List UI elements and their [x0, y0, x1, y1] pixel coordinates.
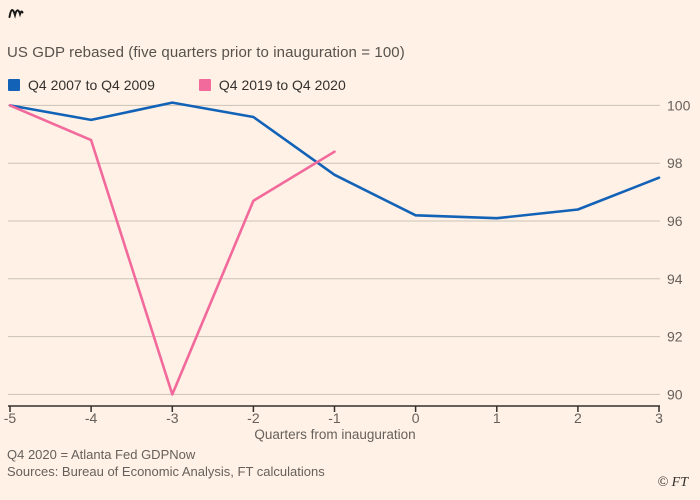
- x-tick-label: -5: [4, 410, 17, 426]
- footnote: Q4 2020 = Atlanta Fed GDPNow: [7, 447, 196, 462]
- x-tick-label: 2: [574, 410, 582, 426]
- y-tick-label: 94: [667, 271, 683, 287]
- line-chart: 90 92 94 96 98 100 -5 -4 -3 -2 -1 0 1 2 3: [4, 97, 691, 426]
- x-tick-label: -4: [85, 410, 98, 426]
- legend-item-2019-2020: Q4 2019 to Q4 2020: [198, 77, 346, 93]
- legend-label: Q4 2007 to Q4 2009: [28, 77, 155, 93]
- chart-title: US GDP rebased (five quarters prior to i…: [7, 44, 405, 61]
- x-axis-label: Quarters from inauguration: [254, 427, 416, 442]
- y-tick-label: 90: [667, 386, 683, 402]
- x-tick-label: 1: [493, 410, 501, 426]
- source-note: Sources: Bureau of Economic Analysis, FT…: [7, 464, 325, 479]
- y-tick-label: 92: [667, 329, 683, 345]
- y-tick-label: 96: [667, 213, 683, 229]
- legend-item-2007-2009: Q4 2007 to Q4 2009: [8, 77, 155, 93]
- legend-label: Q4 2019 to Q4 2020: [218, 77, 346, 93]
- x-tick-label: -2: [247, 410, 260, 426]
- series-line-2: [8, 104, 336, 396]
- x-tick-label: 3: [655, 410, 663, 426]
- y-tick-label: 100: [667, 97, 691, 113]
- x-tick-label: -3: [166, 410, 179, 426]
- ft-copyright: © FT: [657, 475, 688, 490]
- y-tick-label: 98: [667, 155, 683, 171]
- x-tick-label: -1: [328, 410, 341, 426]
- series-line-1: [8, 101, 661, 220]
- legend-swatch-pink: [198, 79, 211, 91]
- legend-swatch-blue: [8, 79, 20, 91]
- scribble-logo-icon: [8, 5, 24, 21]
- x-tick-label: 0: [412, 410, 420, 426]
- legend: Q4 2007 to Q4 2009 Q4 2019 to Q4 2020: [8, 77, 346, 93]
